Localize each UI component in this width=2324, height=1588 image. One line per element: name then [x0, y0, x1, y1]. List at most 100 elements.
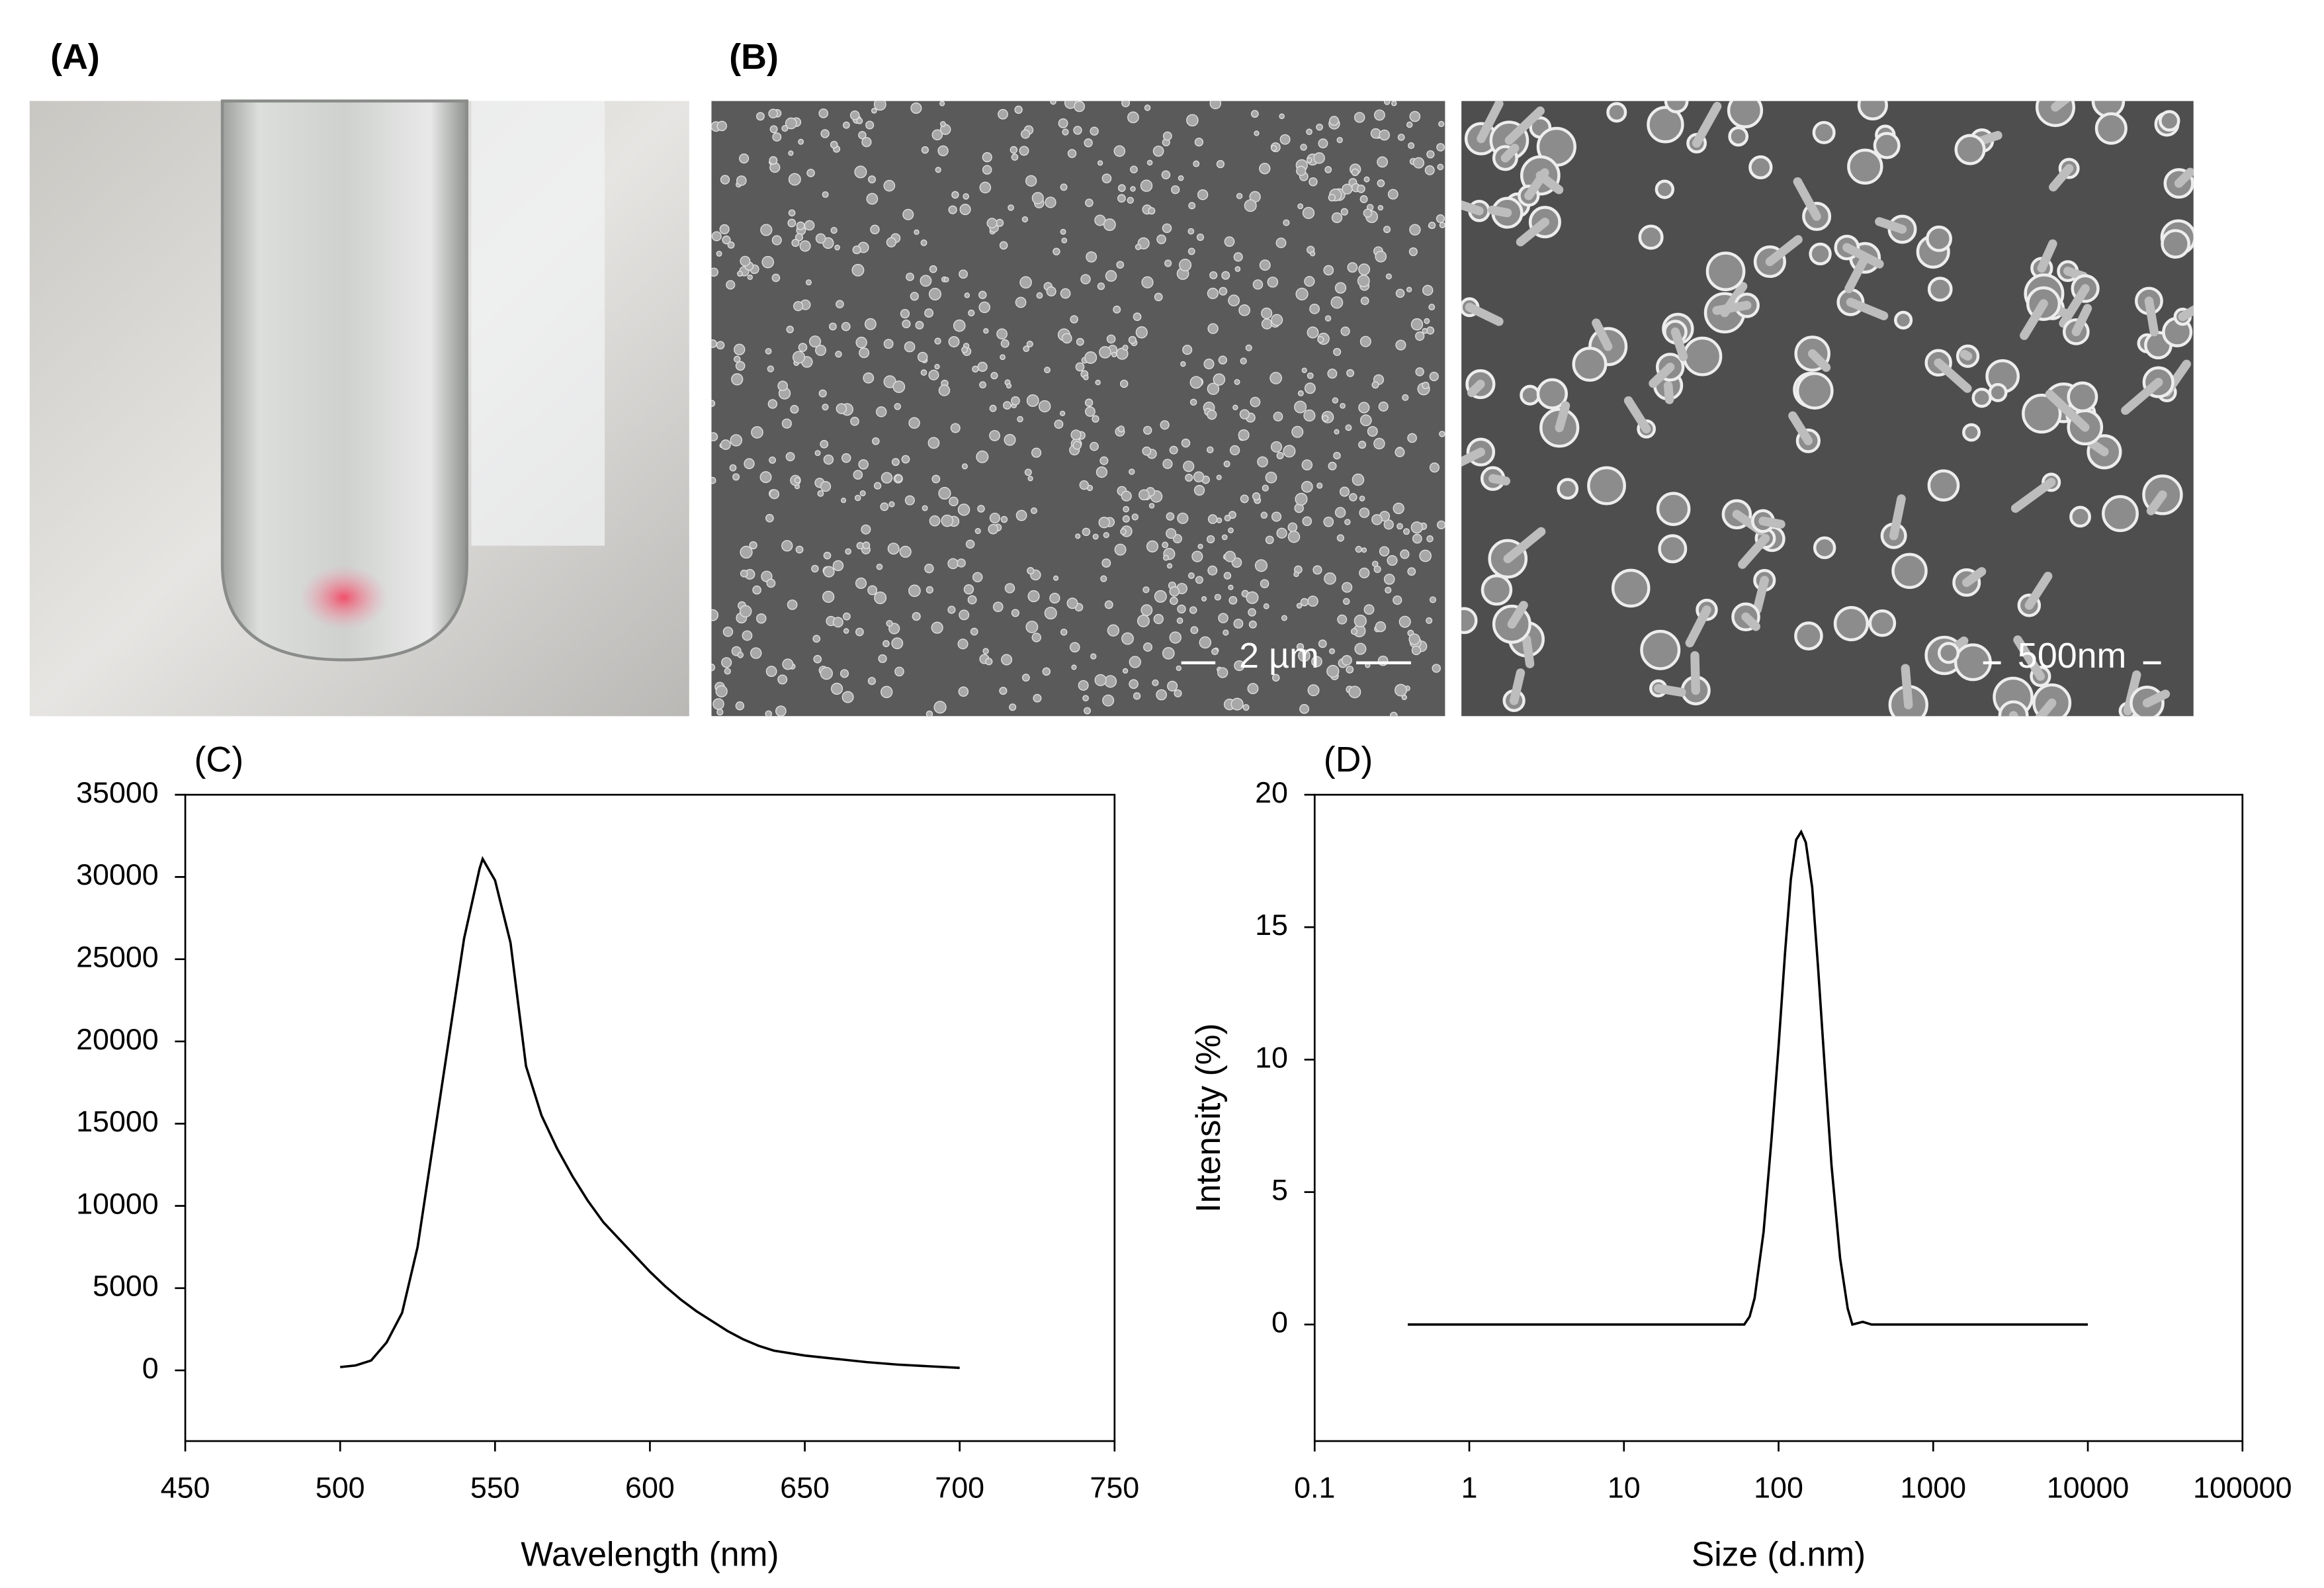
sem-particle [724, 668, 731, 675]
sem-particle [853, 470, 863, 480]
sem-particle [1070, 315, 1078, 324]
sem-particle [1327, 369, 1338, 379]
sem-particle [1927, 469, 1960, 502]
sem-particle [1148, 503, 1155, 509]
sem-strand [1752, 576, 1769, 615]
sem-particle [1152, 679, 1159, 687]
sem-particle [1049, 592, 1060, 604]
sem-particle [841, 498, 847, 504]
sem-particle [941, 514, 954, 527]
sem-particle [1246, 591, 1259, 604]
sem-particle [1187, 572, 1195, 579]
sem-strand [1461, 447, 1486, 467]
sem-particle [1409, 224, 1421, 236]
sem-particle [1061, 238, 1068, 243]
sem-particle [1228, 294, 1240, 307]
sem-strand [2146, 490, 2167, 515]
sem-particle [1373, 437, 1385, 450]
sem-particle [863, 372, 875, 384]
sem-particle [818, 389, 827, 398]
sem-particle [1076, 337, 1084, 346]
sem-particle [1216, 474, 1222, 480]
sem-particle [1090, 653, 1097, 660]
sem-particle [1358, 402, 1370, 414]
sem-particle [924, 564, 934, 574]
sem-particle [957, 639, 968, 650]
sem-particle [920, 275, 932, 287]
sem-particle [1328, 193, 1336, 202]
sem-particle [1606, 102, 1627, 123]
sem-particle [759, 471, 772, 484]
sem-strand [1875, 217, 1907, 234]
sem-particle [1008, 204, 1014, 211]
sem-particle [836, 403, 847, 414]
sem-strand [1738, 533, 1770, 569]
sem-particle [742, 630, 753, 641]
sem-particle [1611, 568, 1651, 608]
y-tick-label: 20000 [76, 1023, 159, 1056]
sem-particle [1795, 372, 1834, 410]
sem-particle [736, 175, 747, 186]
sem-particle [1664, 101, 1689, 114]
sem-particle [880, 502, 889, 511]
sem-particle [1116, 261, 1125, 269]
sem-particle [1248, 620, 1257, 629]
sem-particle [868, 175, 877, 184]
sem-particle [924, 308, 934, 318]
sem-particle [1099, 346, 1111, 359]
sem-particle [1316, 123, 1323, 131]
sem-particle [1437, 163, 1444, 171]
sem-image [1461, 101, 2194, 717]
sem-particle [1342, 183, 1353, 195]
sem-particle [1129, 656, 1141, 668]
sem-particle [711, 476, 716, 484]
sem-particle [1557, 478, 1579, 500]
sem-particle [1377, 179, 1385, 187]
sem-strand [1461, 200, 1484, 216]
sem-particle [1429, 596, 1437, 603]
sem-particle [751, 426, 763, 439]
sem-particle [938, 384, 951, 396]
sem-particle [1000, 515, 1008, 523]
sem-particle [1359, 507, 1370, 518]
sem-particle [908, 584, 921, 597]
sem-strand [1685, 605, 1711, 648]
sem-particle [910, 102, 922, 114]
sem-particle [820, 439, 829, 449]
sem-particle [1344, 519, 1351, 525]
sem-particle [1146, 159, 1153, 166]
sem-particle [902, 319, 911, 329]
sem-particle [1011, 154, 1019, 161]
sem-particle [1385, 586, 1392, 594]
sem-particle [823, 551, 832, 560]
sem-particle [867, 677, 876, 685]
sem-strand [1592, 318, 1613, 351]
sem-particle [1107, 624, 1120, 637]
sem-particle [910, 292, 919, 301]
sem-particle [1328, 461, 1337, 470]
sem-particle [1638, 224, 1664, 250]
sem-strand [2144, 296, 2159, 337]
sem-particle [1232, 404, 1238, 411]
sem-particle [1847, 148, 1883, 185]
sem-particle [756, 613, 767, 624]
sem-particle [1084, 138, 1093, 148]
sem-particle [1407, 567, 1416, 576]
sem-strand [1842, 243, 1884, 269]
sem-particle [1062, 128, 1069, 136]
sem-particle [928, 288, 941, 301]
sem-particle [1097, 282, 1105, 290]
sem-particle [812, 635, 821, 643]
sem-particle [1228, 584, 1234, 590]
sem-particle [1962, 423, 1981, 442]
sem-particle [992, 601, 1004, 613]
sem-particle [1408, 142, 1415, 150]
sem-particle [1294, 400, 1307, 414]
sem-particle [901, 455, 910, 464]
sem-strand [2035, 698, 2057, 717]
sem-particle [775, 705, 787, 717]
sem-particle [957, 558, 966, 568]
sem-image [711, 101, 1445, 717]
sem-particle [1391, 101, 1397, 107]
sem-particle [1439, 431, 1445, 437]
